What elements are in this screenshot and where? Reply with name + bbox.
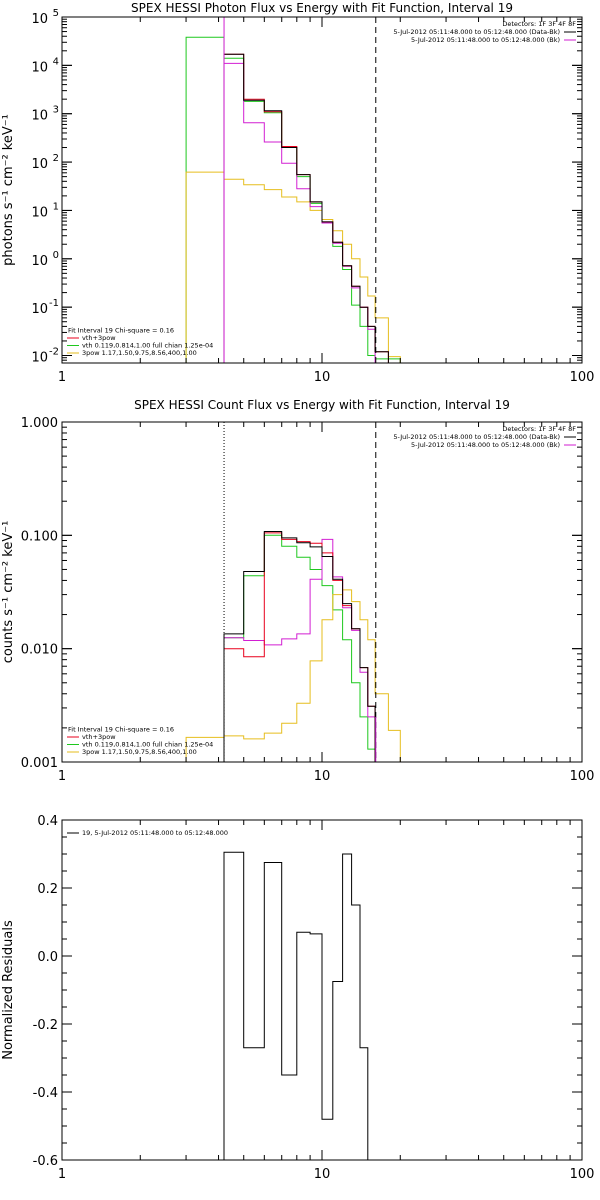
- plot-frame: [61, 421, 583, 763]
- y-tick-exponent: 5: [53, 8, 59, 19]
- y-tick-exponent: -1: [49, 298, 59, 309]
- series-black-line: [223, 851, 376, 1160]
- series-red-line: [223, 532, 376, 762]
- legend-left-entry: vth+3pow: [82, 733, 116, 741]
- x-tick-label: 100: [570, 769, 595, 784]
- panel-3: Normalized Residuals 1 10 100 -0.6 -0.4 -0.2 0.…: [1, 814, 594, 1182]
- chart-title: SPEX HESSI Count Flux vs Energy with Fit…: [134, 398, 510, 412]
- legend-right-entry: Detectors: 1F 3F 4F 8F: [502, 20, 576, 28]
- y-tick-label: 0.001: [21, 756, 58, 771]
- y-tick-label: 10: [31, 351, 48, 366]
- y-tick-label: -0.6: [33, 1154, 58, 1169]
- legend-right-entry: 5-Jul-2012 05:11:48.000 to 05:12:48.000 …: [393, 433, 560, 441]
- panel-2: SPEX HESSI Count Flux vs Energy with Fit…: [1, 398, 594, 784]
- y-tick-label: 10: [31, 109, 48, 124]
- x-tick-label: 1: [58, 370, 66, 385]
- y-tick-exponent: 4: [53, 56, 59, 67]
- y-tick-label: 10: [31, 60, 48, 75]
- y-tick-label: 0.0: [37, 950, 58, 965]
- legend-left-entry: 3pow 1.17,1.50,9.75,8.56,400,1.00: [82, 349, 197, 357]
- y-axis-label: counts s⁻¹ cm⁻² keV⁻¹: [1, 521, 16, 664]
- legend-left-entry: Fit Interval 19 Chi-square = 0.16: [68, 327, 174, 335]
- series-black-line: [223, 53, 389, 363]
- y-tick-label: 10: [31, 205, 48, 220]
- y-tick-exponent: 3: [53, 105, 59, 116]
- series-group: [185, 531, 401, 762]
- series-magenta-line: [223, 62, 376, 363]
- y-tick-label: 1.000: [21, 416, 58, 431]
- panel-1: SPEX HESSI Photon Flux vs Energy with Fi…: [1, 1, 594, 385]
- y-tick-label: 10: [31, 302, 48, 317]
- legend-right-entry: 5-Jul-2012 05:11:48.000 to 05:12:48.000 …: [411, 441, 560, 449]
- legend-right-entry: 5-Jul-2012 05:11:48.000 to 05:12:48.000 …: [411, 36, 560, 44]
- y-tick-label: 0.2: [37, 882, 58, 897]
- legend-left-entry: 3pow 1.17,1.50,9.75,8.56,400,1.00: [82, 748, 197, 756]
- x-tick-label: 1: [58, 1167, 66, 1182]
- legend-left-entry: Fit Interval 19 Chi-square = 0.16: [68, 726, 174, 734]
- y-axis-label: photons s⁻¹ cm⁻² keV⁻¹: [1, 114, 16, 266]
- series-orange-line: [185, 589, 401, 762]
- legend-right-entry: 5-Jul-2012 05:11:48.000 to 05:12:48.000 …: [393, 28, 560, 36]
- legend-left-entry: vth+3pow: [82, 334, 116, 342]
- legend-left-entry: 19, 5-Jul-2012 05:11:48.000 to 05:12:48.…: [82, 829, 228, 837]
- legend-right-entry: Detectors: 1F 3F 4F 8F: [502, 425, 576, 433]
- x-tick-label: 1: [58, 769, 66, 784]
- y-tick-label: 0.4: [37, 814, 58, 829]
- legend-left-entry: vth 0.119,0.814,1.00 full chian 1.25e-04: [82, 741, 213, 749]
- series-group: [223, 851, 376, 1160]
- plot-frame: [61, 16, 583, 364]
- y-tick-label: 10: [31, 12, 48, 27]
- y-tick-exponent: 0: [53, 250, 59, 261]
- chart-title: SPEX HESSI Photon Flux vs Energy with Fi…: [131, 1, 513, 15]
- y-tick-label: 0.100: [21, 529, 58, 544]
- series-magenta-line: [223, 538, 376, 762]
- y-tick-exponent: -2: [49, 347, 59, 358]
- y-axis-label: Normalized Residuals: [1, 920, 16, 1060]
- y-tick-label: 10: [31, 254, 48, 269]
- y-tick-exponent: 2: [53, 153, 59, 164]
- x-tick-label: 10: [314, 769, 331, 784]
- series-orange-line: [185, 171, 401, 363]
- x-tick-label: 10: [314, 370, 331, 385]
- y-tick-exponent: 1: [53, 201, 59, 212]
- series-group: [185, 36, 401, 363]
- series-green-line: [223, 534, 389, 762]
- x-tick-label: 100: [570, 1167, 595, 1182]
- y-tick-label: 10: [31, 157, 48, 172]
- x-tick-label: 10: [314, 1167, 331, 1182]
- legend-left-entry: vth 0.119,0.814,1.00 full chian 1.25e-04: [82, 342, 213, 350]
- y-tick-label: 0.010: [21, 643, 58, 658]
- series-black-line: [223, 531, 376, 762]
- x-tick-label: 100: [570, 370, 595, 385]
- y-tick-label: -0.4: [33, 1086, 58, 1101]
- y-tick-label: -0.2: [33, 1018, 58, 1033]
